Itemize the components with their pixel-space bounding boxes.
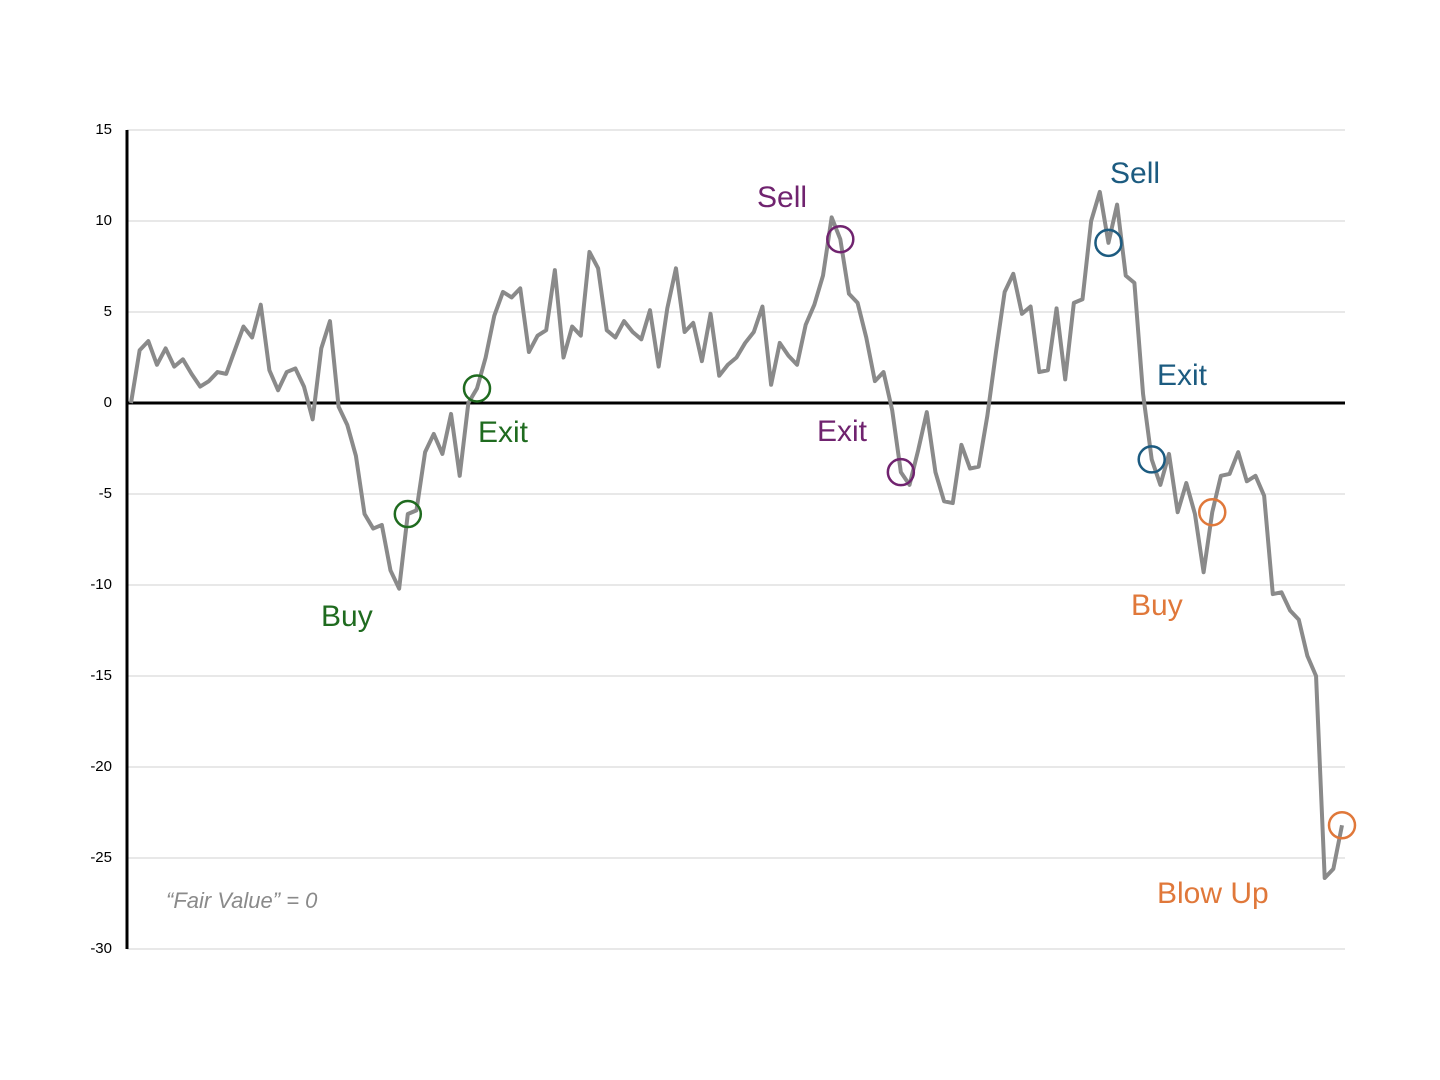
annotation-circle [1327, 810, 1357, 840]
annotation-label: Exit [1157, 359, 1208, 392]
y-tick-label: -5 [99, 485, 112, 502]
y-tick-label: 15 [95, 121, 112, 138]
annotation-circle [826, 224, 855, 254]
line-series [129, 189, 1344, 881]
annotation-circle [886, 457, 916, 487]
y-tick-label: -30 [90, 940, 112, 957]
y-tick-label: 0 [104, 394, 112, 411]
annotation-label: Blow Up [1157, 877, 1269, 910]
annotation-circle [1137, 445, 1166, 474]
annotation-label: Buy [1131, 589, 1183, 622]
note: “Fair Value” = 0 [166, 888, 318, 913]
annotation-circle [1198, 497, 1227, 527]
y-tick-label: -10 [90, 576, 112, 593]
annotation-label: Sell [1110, 157, 1160, 190]
y-tick-label: 10 [95, 212, 112, 229]
y-tick-label: -15 [90, 667, 112, 684]
annotation-label: Buy [321, 600, 373, 633]
y-tick-label: 5 [104, 303, 112, 320]
y-tick-label: -20 [90, 758, 112, 775]
annotation-circle [462, 374, 492, 403]
annotation-circle [1094, 228, 1123, 258]
annotation-label: Exit [478, 416, 529, 449]
annotation-circle [393, 499, 423, 529]
annotation-label: Sell [757, 181, 807, 214]
y-tick-label: -25 [90, 849, 112, 866]
annotation-label: Exit [817, 415, 868, 448]
